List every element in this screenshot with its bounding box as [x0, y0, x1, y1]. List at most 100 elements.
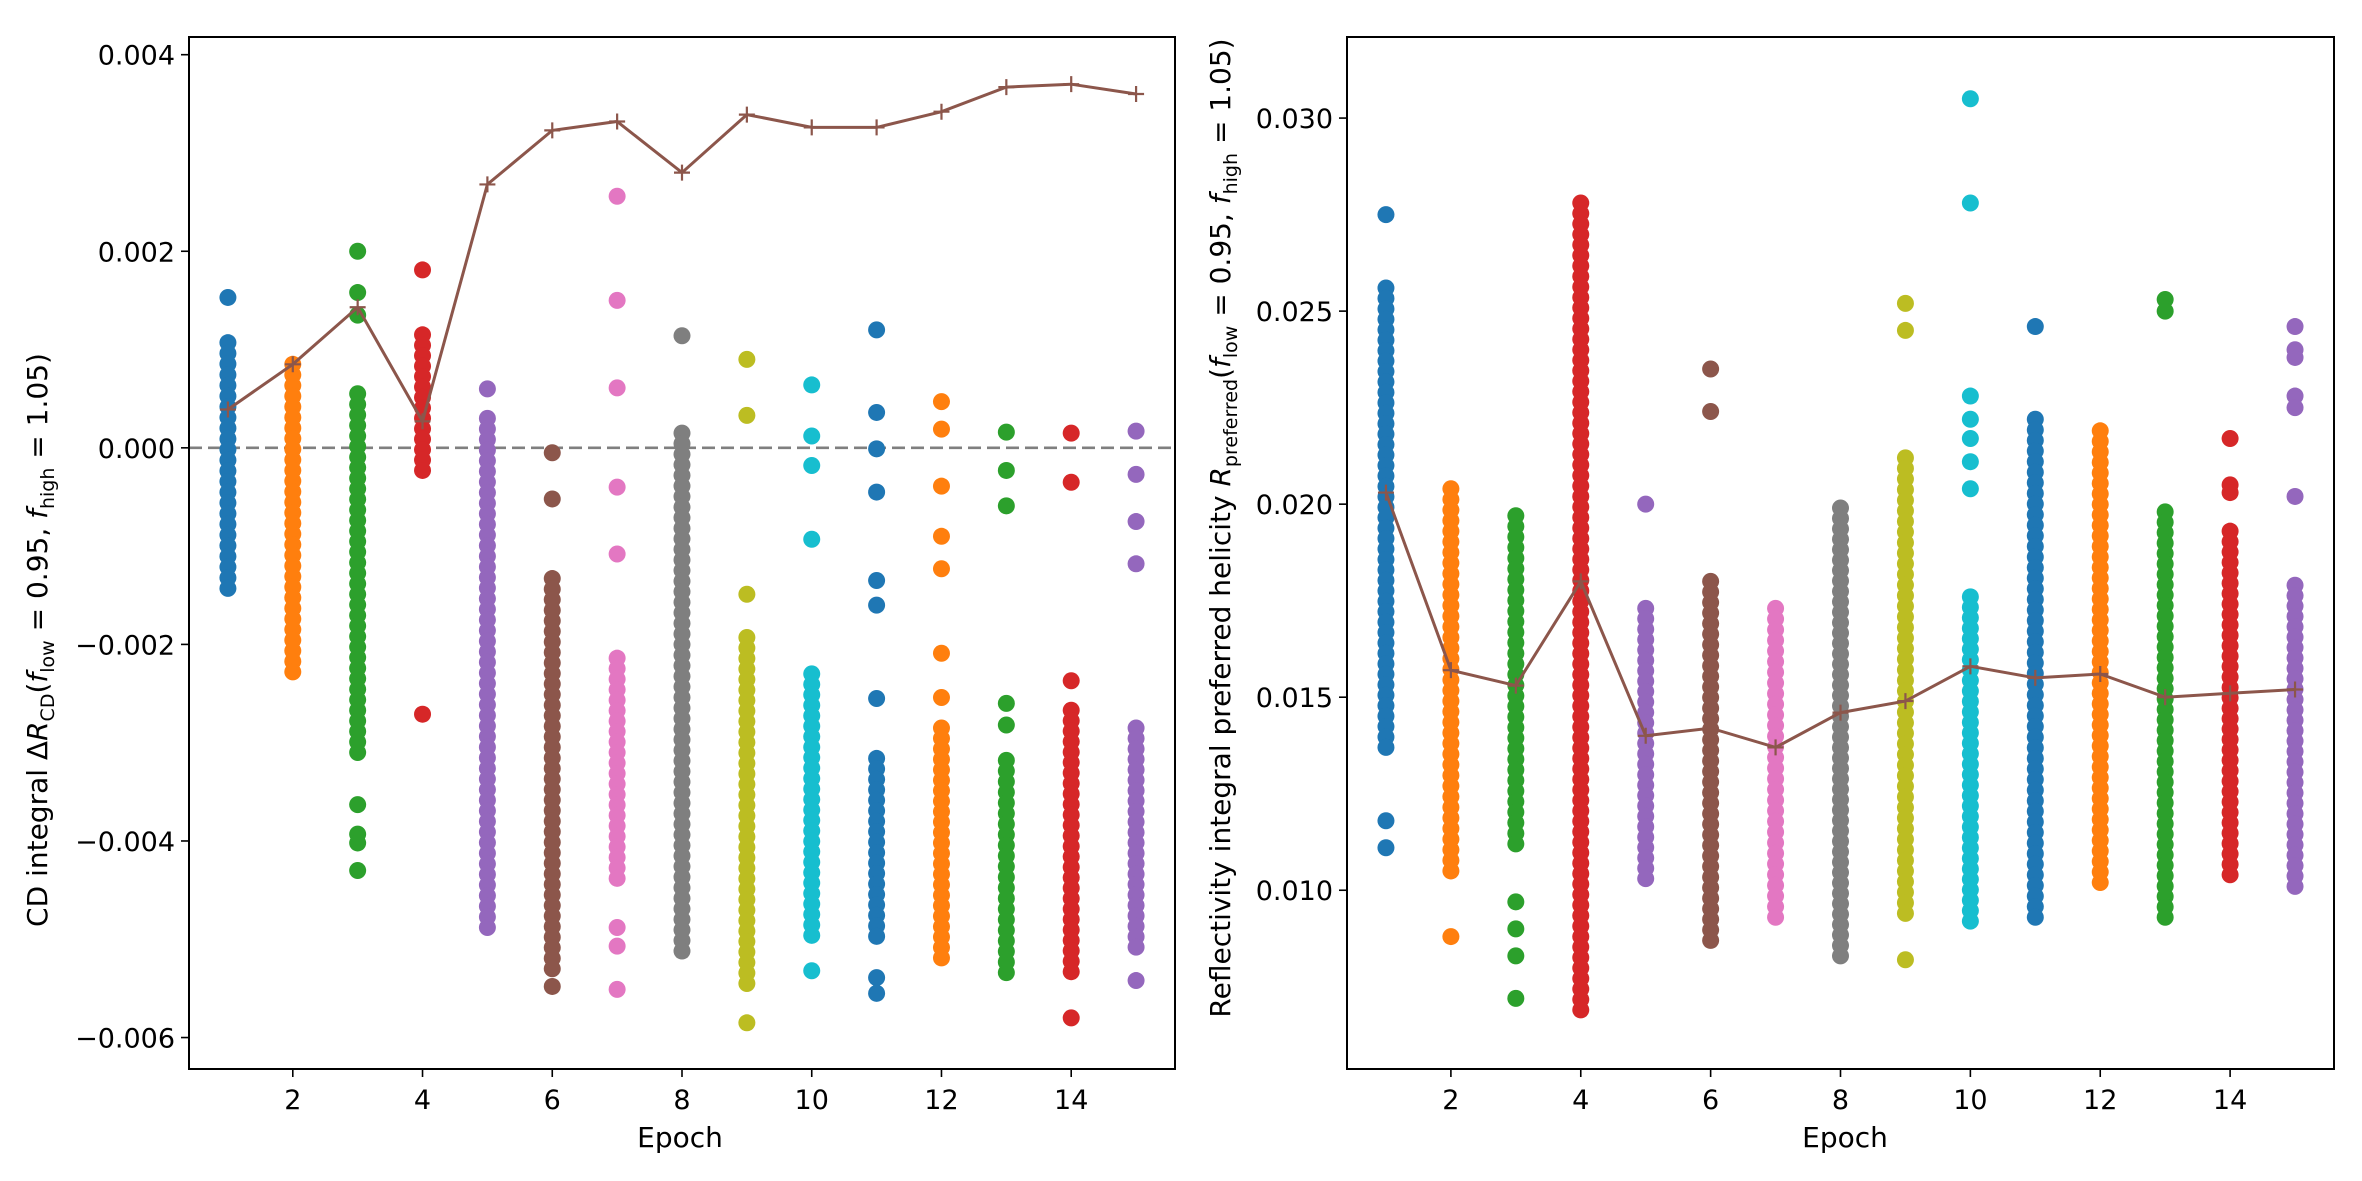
scatter-point	[608, 937, 626, 955]
series-epoch-12	[932, 393, 950, 967]
scatter-point	[868, 483, 886, 501]
mean-line-marker	[1572, 573, 1589, 590]
scatter-point	[1127, 422, 1145, 440]
scatter-point	[2221, 866, 2239, 884]
mean-line-marker	[219, 401, 236, 418]
scatter-point	[1637, 495, 1655, 513]
series-epoch-4	[1572, 194, 1590, 1019]
series-epoch-15	[2286, 318, 2304, 895]
scatter-point	[1127, 465, 1145, 483]
y-tick-label: 0.030	[1256, 104, 1333, 135]
mean-line-marker	[1767, 739, 1784, 756]
scatter-point	[1062, 473, 1080, 491]
mean-line-marker	[1962, 658, 1979, 675]
scatter-point	[414, 261, 432, 279]
series-epoch-2	[284, 355, 302, 681]
scatter-point	[1637, 870, 1655, 888]
x-tick-label: 10	[795, 1085, 829, 1116]
y-tick-label: 0.000	[98, 434, 175, 465]
scatter-point	[543, 960, 561, 978]
scatter-point	[1127, 938, 1145, 956]
chart-panel-reflectivity-integral: 2 4 6 8 10 12 14 0.010 0.015 0.020 0.025 0.030 Epoc…	[1204, 36, 2335, 1154]
y-tick-label: −0.006	[75, 1024, 175, 1055]
x-tick-label: 12	[924, 1085, 958, 1116]
y-tick-label: −0.004	[75, 827, 175, 858]
mean-line-marker	[2287, 681, 2304, 698]
scatter-point	[1062, 963, 1080, 981]
scatter-point	[932, 688, 950, 706]
scatter-point	[1961, 480, 1979, 498]
scatter-point	[932, 477, 950, 495]
mean-line-marker	[2157, 689, 2174, 706]
scatter-point	[738, 406, 756, 424]
scatter-point	[219, 288, 237, 306]
scatter-point	[868, 927, 886, 945]
scatter-point	[1062, 424, 1080, 442]
mean-line-marker	[479, 176, 496, 193]
x-tick-label: 14	[2213, 1085, 2247, 1116]
plot-area: 2 4 6 8 10 12 14 0.010 0.015 0.020 0.025 0.030	[1256, 36, 2335, 1116]
scatter-point	[1127, 555, 1145, 573]
mean-line-marker	[1832, 704, 1849, 721]
mean-line-marker	[868, 119, 885, 136]
scatter-point	[1961, 90, 1979, 108]
mean-line-marker	[2092, 666, 2109, 683]
mean-line-marker	[1702, 720, 1719, 737]
scatter-point	[868, 984, 886, 1002]
scatter-point	[1127, 972, 1145, 990]
scatter-point	[1896, 294, 1914, 312]
scatter-point	[2156, 302, 2174, 320]
scatter-point	[349, 284, 367, 302]
x-tick-label: 4	[1572, 1085, 1589, 1116]
y-tick-label: 0.015	[1256, 683, 1333, 714]
scatter-point	[932, 527, 950, 545]
plot-area: 2 4 6 8 10 12 14 −0.006 −0.004 −0.002 0.000 0.002 0.…	[75, 36, 1176, 1116]
scatter-point	[1062, 1009, 1080, 1027]
scatter-point	[1127, 513, 1145, 531]
scatter-point	[1377, 812, 1395, 830]
x-tick-label: 6	[1702, 1085, 1719, 1116]
scatter-point	[349, 744, 367, 762]
series-epoch-7	[1767, 599, 1785, 926]
mean-line-marker	[1128, 86, 1145, 103]
scatter-point	[1832, 947, 1849, 965]
x-axis-label: Epoch	[1802, 1121, 1888, 1154]
scatter-point	[1961, 453, 1979, 471]
y-axis-label: Reflectivity integral preferred helicity…	[1204, 38, 1242, 1017]
series-epoch-14	[2221, 430, 2239, 884]
series-epoch-3	[349, 242, 367, 879]
scatter-point	[1442, 862, 1460, 880]
scatter-point	[1507, 835, 1525, 853]
scatter-point	[608, 379, 626, 397]
y-tick-label: −0.002	[75, 630, 175, 661]
mean-line-marker	[284, 356, 301, 373]
scatter-point	[1377, 206, 1395, 224]
series-epoch-11	[868, 321, 886, 1002]
scatter-point	[1702, 360, 1720, 378]
mean-line-marker	[803, 119, 820, 136]
mean-line-marker	[414, 413, 431, 430]
mean-line-marker	[1442, 662, 1459, 679]
mean-line-marker	[674, 164, 690, 181]
scatter-point	[608, 478, 626, 496]
series-epoch-10	[803, 376, 821, 980]
y-tick-label: 0.025	[1256, 297, 1333, 328]
mean-line-marker	[544, 122, 561, 139]
scatter-point	[803, 962, 821, 980]
x-tick-label: 6	[544, 1085, 561, 1116]
scatter-point	[349, 834, 367, 852]
mean-line-marker	[1637, 727, 1654, 744]
scatter-point	[349, 242, 367, 260]
series-epoch-2	[1442, 480, 1460, 946]
scatter-point	[1896, 321, 1914, 339]
scatter-point	[414, 705, 432, 723]
series-epoch-6	[543, 444, 561, 995]
scatter-point	[868, 440, 886, 458]
x-axis-label: Epoch	[637, 1121, 723, 1154]
scatter-point	[997, 694, 1015, 712]
scatter-point	[1961, 387, 1979, 405]
scatter-point	[1507, 920, 1525, 938]
y-tick-label: 0.004	[98, 41, 175, 72]
scatter-point	[932, 949, 950, 967]
scatter-point	[1896, 951, 1914, 969]
